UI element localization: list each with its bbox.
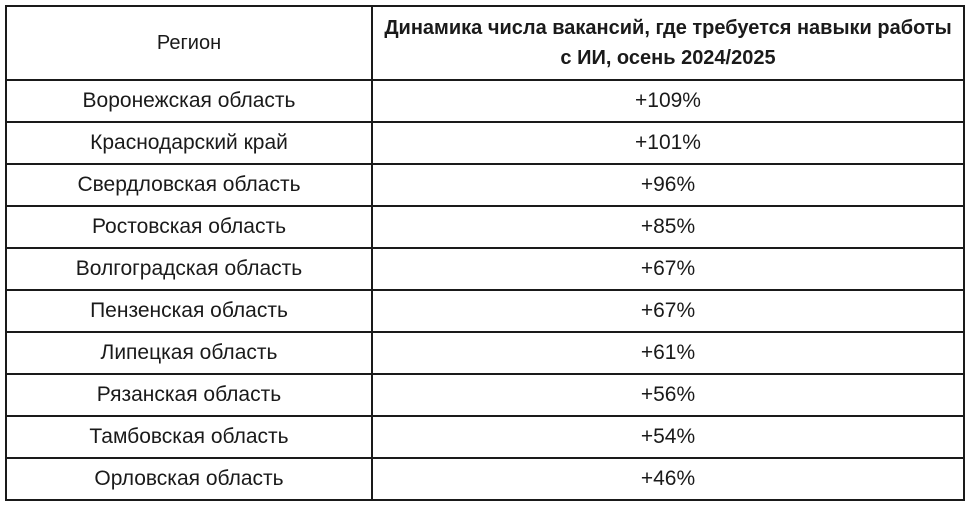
vacancy-dynamics-table: Регион Динамика числа вакансий, где треб…: [5, 5, 965, 501]
table-row: Орловская область +46%: [5, 457, 965, 501]
header-row: Регион Динамика числа вакансий, где треб…: [5, 5, 965, 81]
region-cell: Волгоградская область: [5, 247, 373, 291]
region-cell: Пензенская область: [5, 289, 373, 333]
dynamics-cell: +96%: [371, 163, 965, 207]
table-row: Тамбовская область +54%: [5, 415, 965, 459]
table-row: Свердловская область +96%: [5, 163, 965, 207]
table-body: Воронежская область +109% Краснодарский …: [5, 79, 965, 501]
dynamics-cell: +67%: [371, 289, 965, 333]
dynamics-column-header: Динамика числа вакансий, где требуется н…: [371, 5, 965, 81]
dynamics-cell: +109%: [371, 79, 965, 123]
region-cell: Свердловская область: [5, 163, 373, 207]
region-cell: Тамбовская область: [5, 415, 373, 459]
region-cell: Ростовская область: [5, 205, 373, 249]
dynamics-cell: +85%: [371, 205, 965, 249]
dynamics-cell: +56%: [371, 373, 965, 417]
dynamics-cell: +61%: [371, 331, 965, 375]
table-row: Краснодарский край +101%: [5, 121, 965, 165]
region-cell: Орловская область: [5, 457, 373, 501]
dynamics-cell: +54%: [371, 415, 965, 459]
region-cell: Рязанская область: [5, 373, 373, 417]
region-cell: Липецкая область: [5, 331, 373, 375]
dynamics-cell: +101%: [371, 121, 965, 165]
table-row: Пензенская область +67%: [5, 289, 965, 333]
table-row: Волгоградская область +67%: [5, 247, 965, 291]
table-row: Ростовская область +85%: [5, 205, 965, 249]
region-cell: Воронежская область: [5, 79, 373, 123]
table-row: Липецкая область +61%: [5, 331, 965, 375]
table-row: Воронежская область +109%: [5, 79, 965, 123]
region-column-header: Регион: [5, 5, 373, 81]
dynamics-cell: +46%: [371, 457, 965, 501]
dynamics-cell: +67%: [371, 247, 965, 291]
region-cell: Краснодарский край: [5, 121, 373, 165]
table-header: Регион Динамика числа вакансий, где треб…: [5, 5, 965, 81]
table-row: Рязанская область +56%: [5, 373, 965, 417]
